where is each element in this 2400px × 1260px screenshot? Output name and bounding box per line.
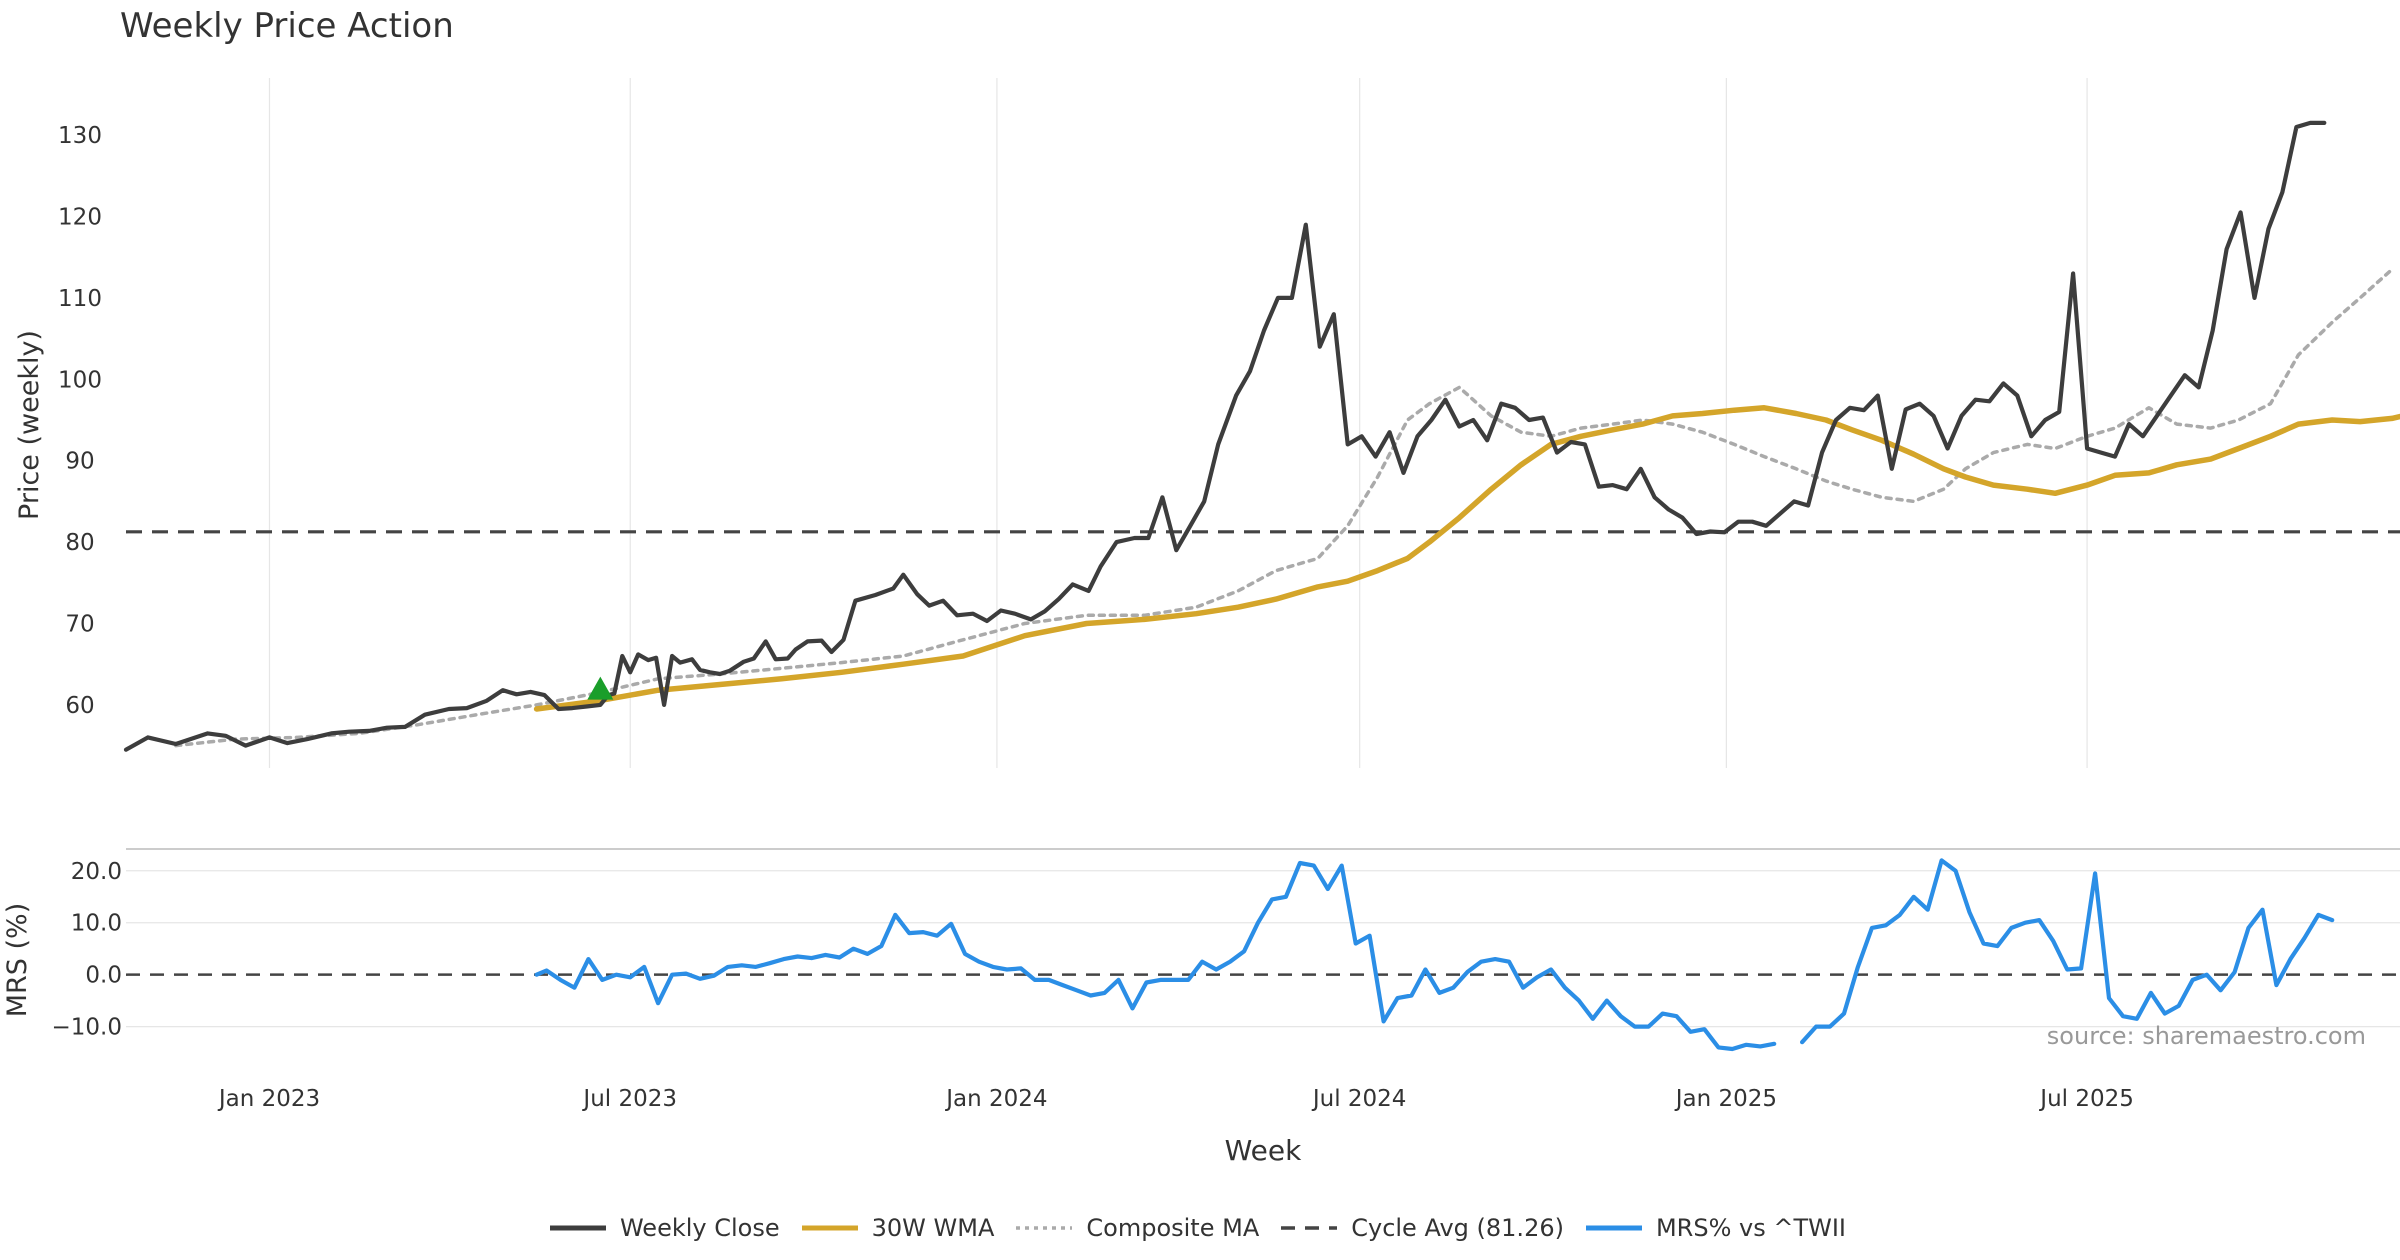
- legend-swatch: [549, 1225, 606, 1231]
- mrs-tick-label: 0.0: [85, 963, 122, 989]
- y-tick-label: 80: [65, 530, 94, 556]
- legend-swatch: [1281, 1226, 1338, 1230]
- source-watermark: source: sharemaestro.com: [2047, 1022, 2366, 1050]
- legend-label: Weekly Close: [619, 1214, 780, 1242]
- x-tick-label: Jul 2025: [2038, 1086, 2134, 1112]
- legend-item: Composite MA: [1014, 1214, 1259, 1242]
- y-tick-label: 110: [58, 286, 102, 312]
- legend-label: Cycle Avg (81.26): [1351, 1214, 1564, 1242]
- x-tick-label: Jan 2024: [944, 1086, 1047, 1112]
- legend: Weekly Close 30W WMA Composite MA Cycle Avg…: [0, 1208, 2400, 1248]
- legend-label: MRS% vs ^TWII: [1655, 1214, 1847, 1242]
- y-tick-label: 120: [58, 205, 102, 231]
- legend-item: Cycle Avg (81.26): [1279, 1214, 1564, 1242]
- series-line-weekly-close: [123, 120, 2327, 752]
- legend-label: 30W WMA: [871, 1214, 995, 1242]
- x-axis-label: Week: [1225, 1134, 1302, 1167]
- buy-signal-marker: [587, 676, 614, 700]
- mrs-tick-label: 10.0: [71, 911, 122, 937]
- legend-swatch: [1585, 1225, 1642, 1231]
- mrs-tick-label: −10.0: [52, 1015, 122, 1041]
- y-tick-label: 130: [58, 123, 102, 149]
- legend-swatch: [801, 1225, 858, 1231]
- legend-swatch: [1016, 1226, 1073, 1230]
- legend-label: Composite MA: [1086, 1214, 1260, 1242]
- series-line-30w-wma: [533, 405, 2400, 712]
- series-line-composite-ma: [174, 267, 2394, 748]
- x-tick-label: Jul 2024: [1311, 1086, 1407, 1112]
- y-tick-label: 100: [58, 367, 102, 393]
- y-tick-label: 90: [65, 449, 94, 475]
- x-tick-label: Jan 2023: [217, 1086, 320, 1112]
- legend-item: 30W WMA: [800, 1214, 995, 1242]
- x-tick-label: Jul 2023: [581, 1086, 677, 1112]
- y-axis-label: Price (weekly): [14, 330, 45, 520]
- mrs-axis-label: MRS (%): [2, 903, 33, 1018]
- legend-item: Weekly Close: [548, 1214, 780, 1242]
- series-line-mrs: [534, 858, 2335, 1052]
- y-tick-label: 60: [65, 693, 94, 719]
- x-tick-label: Jan 2025: [1674, 1086, 1777, 1112]
- legend-item: MRS% vs ^TWII: [1584, 1214, 1846, 1242]
- mrs-tick-label: 20.0: [71, 859, 122, 885]
- chart-title: Weekly Price Action: [120, 6, 454, 46]
- chart-svg: Jan 2023 Jul 2023 Jan 2024 Jul 2024 Jan 2025…: [2, 78, 2400, 1167]
- y-tick-label: 70: [65, 611, 94, 637]
